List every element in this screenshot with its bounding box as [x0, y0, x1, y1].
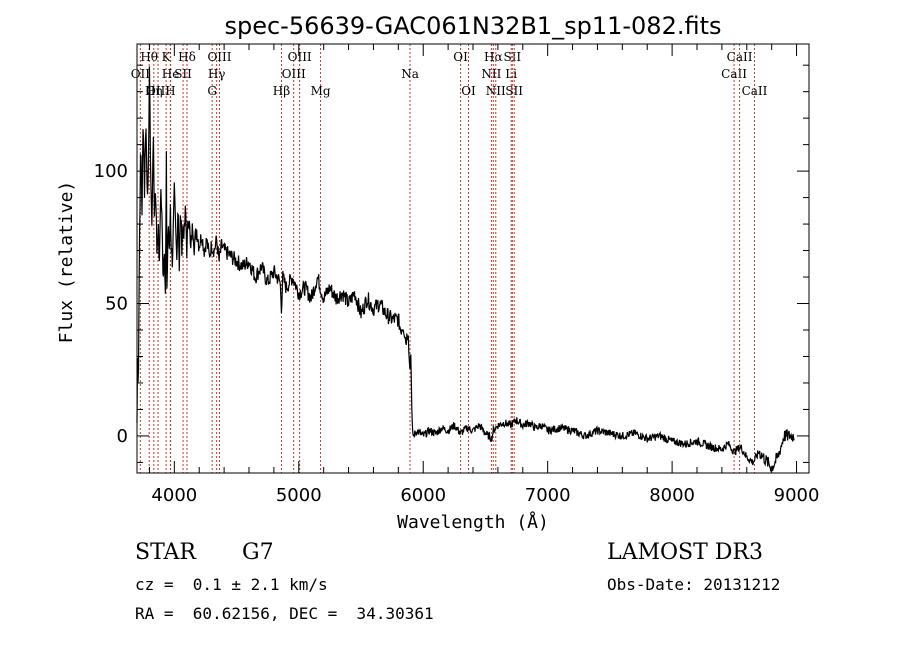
line-label: SII [503, 50, 521, 64]
object-subclass: G7 [242, 540, 274, 565]
line-label: Hβ [273, 84, 290, 98]
line-label: OIII [146, 84, 170, 98]
line-label: K [162, 50, 172, 64]
line-label: Hδ [178, 50, 196, 64]
axis-ticks: 4000 5000 6000 7000 8000 9000 0 50 100 [94, 44, 820, 506]
line-label: Li [505, 67, 517, 81]
line-label: Hθ [140, 50, 158, 64]
line-label: OIII [288, 50, 312, 64]
spectrum-line [136, 66, 795, 472]
x-tick-label: 9000 [774, 485, 820, 506]
coordinates: RA = 60.62156, DEC = 34.30361 [135, 604, 434, 623]
line-label: OIII [282, 67, 306, 81]
line-label: OI [453, 50, 468, 64]
plot-frame [136, 43, 810, 474]
line-label: OII [131, 67, 151, 81]
line-label: G [207, 84, 217, 98]
line-label: NII [481, 67, 501, 81]
y-tick-label: 0 [117, 426, 128, 447]
y-tick-label: 50 [105, 294, 128, 315]
line-label: OI [461, 84, 476, 98]
x-tick-label: 4000 [151, 485, 197, 506]
object-class: STAR [135, 540, 196, 565]
chart-title: spec-56639-GAC061N32B1_sp11-082.fits [224, 12, 721, 40]
observation-date: Obs-Date: 20131212 [607, 575, 781, 594]
x-tick-label: 5000 [276, 485, 322, 506]
x-tick-label: 6000 [400, 485, 446, 506]
line-label: H [165, 84, 175, 98]
line-label: CaII [721, 67, 747, 81]
line-label: CaII [742, 84, 768, 98]
line-label: SII [505, 84, 523, 98]
survey-name: LAMOST DR3 [607, 540, 763, 565]
redshift-value: cz = 0.1 ± 2.1 km/s [135, 575, 328, 594]
line-label: Hγ [208, 67, 226, 81]
y-axis-label: Flux (relative) [56, 181, 77, 344]
x-tick-label: 7000 [525, 485, 571, 506]
line-label: Na [401, 67, 419, 81]
line-label: Mg [311, 84, 331, 98]
line-label: Hα [484, 50, 503, 64]
line-label: SII [174, 67, 192, 81]
y-tick-label: 100 [94, 161, 128, 182]
x-axis-label: Wavelength (Å) [397, 511, 549, 533]
spectral-line-markers: OIIHθHηOIIIKHHeSIIHδGHγOIIIHβOIIIOIIIMgN… [131, 44, 768, 473]
x-tick-label: 8000 [649, 485, 695, 506]
line-label: He [162, 67, 180, 81]
line-label: OIII [207, 50, 231, 64]
line-label: CaII [727, 50, 753, 64]
line-label: NII [486, 84, 506, 98]
